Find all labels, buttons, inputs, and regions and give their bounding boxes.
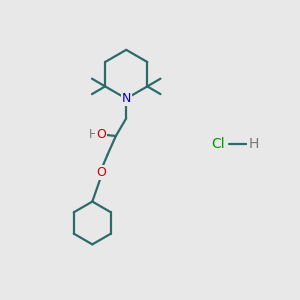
Text: N: N (122, 92, 131, 105)
Text: O: O (96, 166, 106, 179)
Text: Cl: Cl (212, 137, 225, 151)
Text: O: O (96, 128, 106, 141)
Text: H: H (248, 137, 259, 151)
Text: H: H (88, 128, 97, 141)
